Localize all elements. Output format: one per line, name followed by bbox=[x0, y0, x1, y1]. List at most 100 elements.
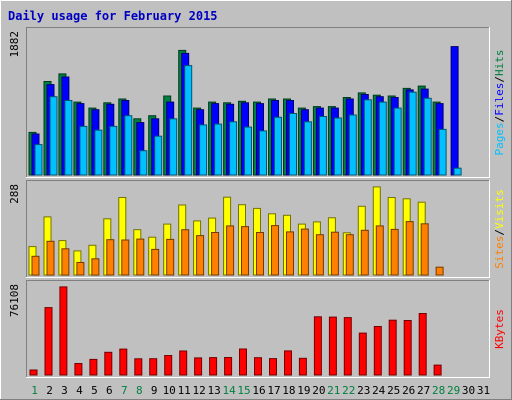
series-kbytes bbox=[29, 286, 442, 376]
bar-pages bbox=[214, 123, 223, 176]
bar-kbytes bbox=[59, 286, 68, 376]
panel-visits-sites: 288 bbox=[8, 180, 490, 278]
x-tick-label: 22 bbox=[342, 384, 355, 397]
x-tick-label: 20 bbox=[312, 384, 325, 397]
legend-visits-sites: Sites/Visits bbox=[493, 189, 506, 269]
bar-sites bbox=[300, 228, 309, 276]
x-tick-label: 4 bbox=[76, 384, 83, 397]
bar-kbytes bbox=[358, 332, 367, 376]
y-max-label: 76108 bbox=[8, 284, 21, 317]
legend-separator: / bbox=[493, 76, 506, 83]
x-tick-label: 25 bbox=[387, 384, 400, 397]
legend-separator: / bbox=[493, 229, 506, 236]
x-tick-label: 23 bbox=[357, 384, 370, 397]
bar-pages bbox=[333, 117, 342, 176]
x-tick-label: 18 bbox=[282, 384, 295, 397]
legend-separator: / bbox=[493, 116, 506, 123]
bar-pages bbox=[124, 115, 133, 176]
x-tick-label: 1 bbox=[31, 384, 38, 397]
bar-pages bbox=[453, 167, 462, 176]
x-tick-label: 11 bbox=[178, 384, 191, 397]
bar-sites bbox=[271, 225, 279, 276]
x-tick-label: 7 bbox=[121, 384, 128, 397]
bar-kbytes bbox=[373, 326, 382, 376]
x-tick-label: 6 bbox=[106, 384, 113, 397]
panel-hits-files-pages: 1882 bbox=[8, 27, 490, 178]
x-tick-label: 13 bbox=[207, 384, 220, 397]
bar-pages bbox=[244, 126, 252, 176]
bar-kbytes bbox=[403, 320, 412, 376]
bar-kbytes bbox=[89, 358, 98, 376]
x-tick-label: 27 bbox=[417, 384, 430, 397]
bar-kbytes bbox=[44, 307, 53, 376]
bar-sites bbox=[256, 232, 264, 276]
bar-sites bbox=[181, 229, 190, 276]
bar-sites bbox=[76, 262, 85, 276]
bar-pages bbox=[318, 116, 327, 176]
panels-layer: 1882 288 76108 bbox=[8, 27, 490, 378]
bar-sites bbox=[151, 248, 160, 276]
panel-kbytes: 76108 bbox=[8, 280, 490, 378]
bar-kbytes bbox=[343, 317, 352, 376]
bar-sites bbox=[315, 234, 324, 276]
bar-pages bbox=[378, 101, 387, 176]
x-axis: 1 2 3 4 5 6 7 8 9 10 11 12 13 14 15 16 17 18 19 20 21 22 23 24 2… bbox=[31, 384, 490, 397]
bar-pages bbox=[184, 65, 193, 176]
x-tick-label: 3 bbox=[61, 384, 68, 397]
bar-pages bbox=[363, 99, 372, 176]
bar-kbytes bbox=[29, 369, 38, 376]
bar-kbytes bbox=[239, 348, 247, 376]
bar-kbytes bbox=[209, 357, 218, 376]
bar-sites bbox=[31, 255, 40, 276]
bar-sites bbox=[61, 248, 70, 276]
bar-kbytes bbox=[224, 357, 233, 376]
bar-pages bbox=[169, 118, 178, 176]
bar-sites bbox=[330, 231, 339, 276]
bar-pages bbox=[154, 135, 163, 176]
legend-item-files: Files bbox=[493, 83, 506, 116]
x-tick-label: 29 bbox=[447, 384, 460, 397]
x-tick-label: 30 bbox=[462, 384, 475, 397]
legend-kbytes: KBytes bbox=[493, 309, 506, 349]
bar-sites bbox=[420, 223, 429, 276]
x-tick-label: 8 bbox=[136, 384, 143, 397]
bar-pages bbox=[79, 125, 88, 176]
x-tick-label: 16 bbox=[252, 384, 265, 397]
bar-pages bbox=[34, 144, 43, 176]
bar-sites bbox=[435, 266, 444, 276]
bar-sites bbox=[46, 240, 55, 276]
bar-pages bbox=[139, 150, 148, 176]
bar-sites bbox=[211, 232, 220, 276]
x-tick-label: 28 bbox=[432, 384, 445, 397]
bar-kbytes bbox=[284, 350, 292, 376]
x-tick-label: 26 bbox=[402, 384, 415, 397]
bar-sites bbox=[121, 239, 130, 276]
x-tick-label: 9 bbox=[151, 384, 158, 397]
x-tick-label: 19 bbox=[297, 384, 310, 397]
x-tick-label: 12 bbox=[192, 384, 205, 397]
bar-sites bbox=[375, 225, 384, 276]
bar-kbytes bbox=[104, 351, 113, 376]
bar-kbytes bbox=[254, 357, 262, 376]
bar-kbytes bbox=[194, 357, 203, 376]
x-tick-label: 21 bbox=[327, 384, 340, 397]
bar-pages bbox=[423, 97, 432, 176]
bar-pages bbox=[94, 129, 103, 176]
series-pages bbox=[34, 65, 462, 176]
bar-pages bbox=[303, 121, 312, 176]
bar-sites bbox=[360, 229, 369, 276]
bar-sites bbox=[136, 238, 145, 276]
bar-pages bbox=[408, 91, 417, 176]
bar-sites bbox=[390, 228, 399, 276]
y-max-label: 288 bbox=[8, 184, 21, 204]
bar-kbytes bbox=[433, 364, 442, 376]
bar-kbytes bbox=[313, 316, 322, 376]
legend-item-visits: Visits bbox=[493, 189, 506, 229]
bar-pages bbox=[64, 100, 73, 176]
bar-files bbox=[450, 46, 459, 176]
bar-sites bbox=[405, 221, 414, 276]
y-max-label: 1882 bbox=[8, 31, 21, 58]
x-tick-label: 31 bbox=[477, 384, 490, 397]
bar-pages bbox=[438, 128, 447, 176]
